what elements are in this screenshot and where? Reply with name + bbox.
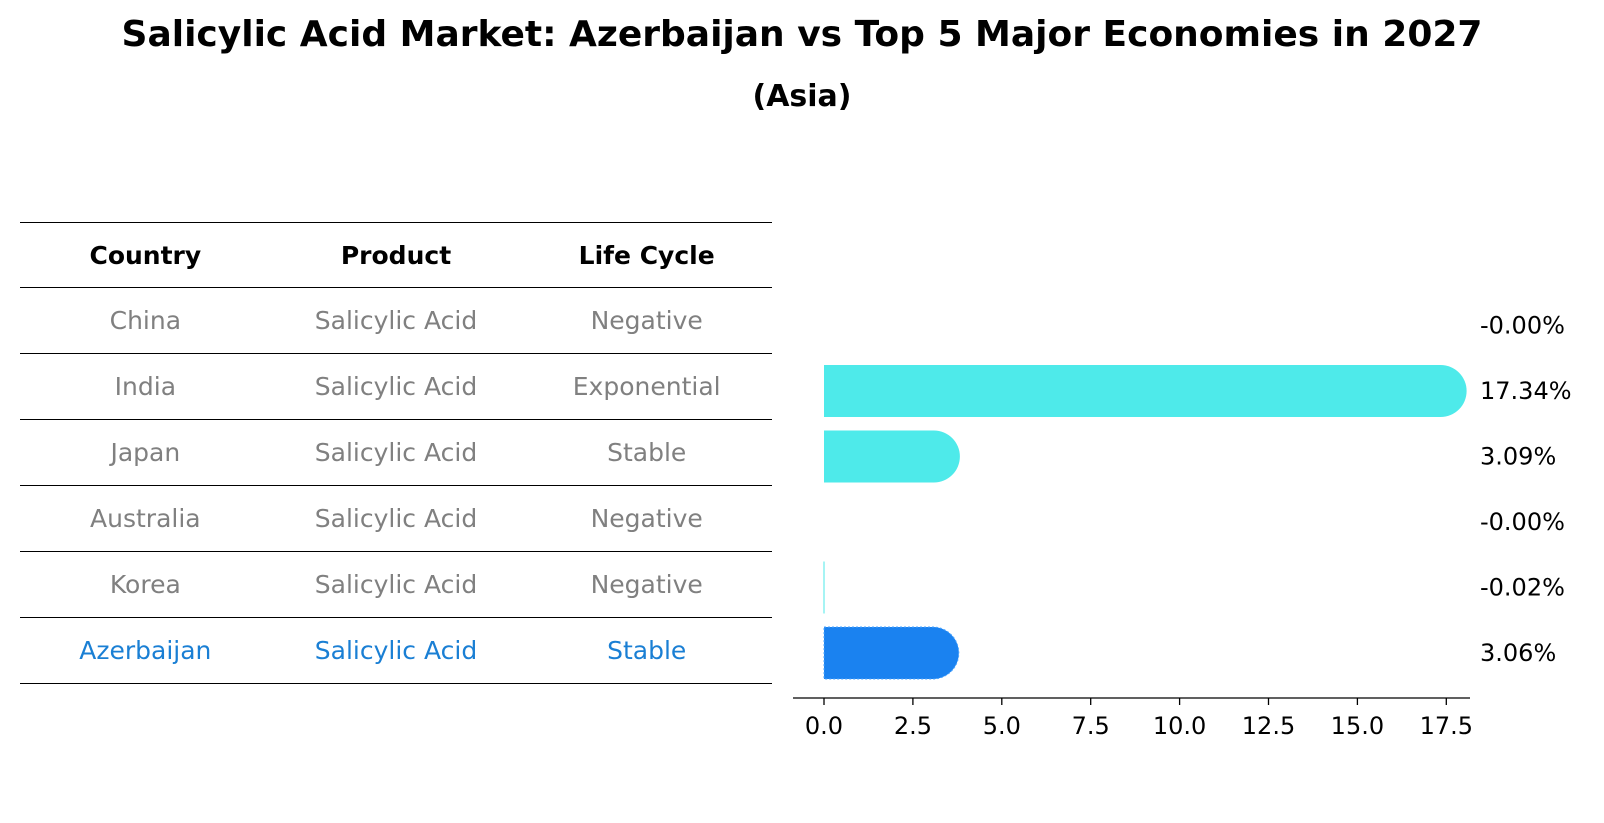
cell-product: Salicylic Acid [314, 570, 478, 599]
table-row: Korea Salicylic Acid Negative [20, 552, 772, 618]
value-label-korea: -0.02% [1480, 574, 1565, 602]
column-header-life-cycle: Life Cycle [578, 240, 715, 270]
value-label-australia: -0.00% [1480, 508, 1565, 536]
value-label-azerbaijan: 3.06% [1480, 639, 1556, 667]
cell-country: Japan [110, 438, 181, 467]
table-row: Japan Salicylic Acid Stable [20, 420, 772, 486]
cell-life-cycle: Negative [590, 504, 703, 533]
x-tick-label: 2.5 [894, 712, 932, 740]
cell-life-cycle: Exponential [572, 372, 721, 401]
table-row-highlighted: Azerbaijan Salicylic Acid Stable [20, 618, 772, 684]
cell-life-cycle: Negative [590, 570, 703, 599]
cell-product: Salicylic Acid [314, 504, 478, 533]
cell-life-cycle: Stable [607, 636, 687, 665]
cell-country: India [114, 372, 177, 401]
x-tick-label: 12.5 [1242, 712, 1295, 740]
table-row: Australia Salicylic Acid Negative [20, 486, 772, 552]
cell-life-cycle: Negative [590, 306, 703, 335]
cell-product: Salicylic Acid [314, 636, 478, 665]
x-tick-label: 0.0 [805, 712, 843, 740]
cell-country: Azerbaijan [79, 636, 212, 665]
cell-country: Australia [90, 504, 201, 533]
column-header-country: Country [89, 240, 202, 270]
value-label-india: 17.34% [1480, 377, 1572, 405]
cell-life-cycle: Stable [607, 438, 687, 467]
table-row: China Salicylic Acid Negative [20, 288, 772, 354]
x-tick-label: 7.5 [1072, 712, 1110, 740]
cell-product: Salicylic Acid [314, 438, 478, 467]
bar-india [824, 365, 1467, 417]
value-label-japan: 3.09% [1480, 443, 1556, 471]
bar-japan [824, 430, 960, 483]
table-row: India Salicylic Acid Exponential [20, 354, 772, 420]
chart-title: Salicylic Acid Market: Azerbaijan vs Top… [121, 14, 1483, 55]
cell-country: Korea [109, 570, 181, 599]
cell-product: Salicylic Acid [314, 372, 478, 401]
chart-subtitle: (Asia) [752, 79, 852, 114]
market-table: Country Product Life Cycle China Salicyl… [20, 222, 772, 684]
x-tick-label: 15.0 [1331, 712, 1384, 740]
value-label-china: -0.00% [1480, 312, 1565, 340]
column-header-product: Product [340, 240, 452, 270]
bar-azerbaijan [823, 626, 960, 680]
x-tick-label: 10.0 [1153, 712, 1206, 740]
cell-country: China [109, 306, 182, 335]
x-tick-label: 5.0 [983, 712, 1021, 740]
table-header-row: Country Product Life Cycle [20, 222, 772, 288]
cell-product: Salicylic Acid [314, 306, 478, 335]
x-tick-label: 17.5 [1420, 712, 1473, 740]
